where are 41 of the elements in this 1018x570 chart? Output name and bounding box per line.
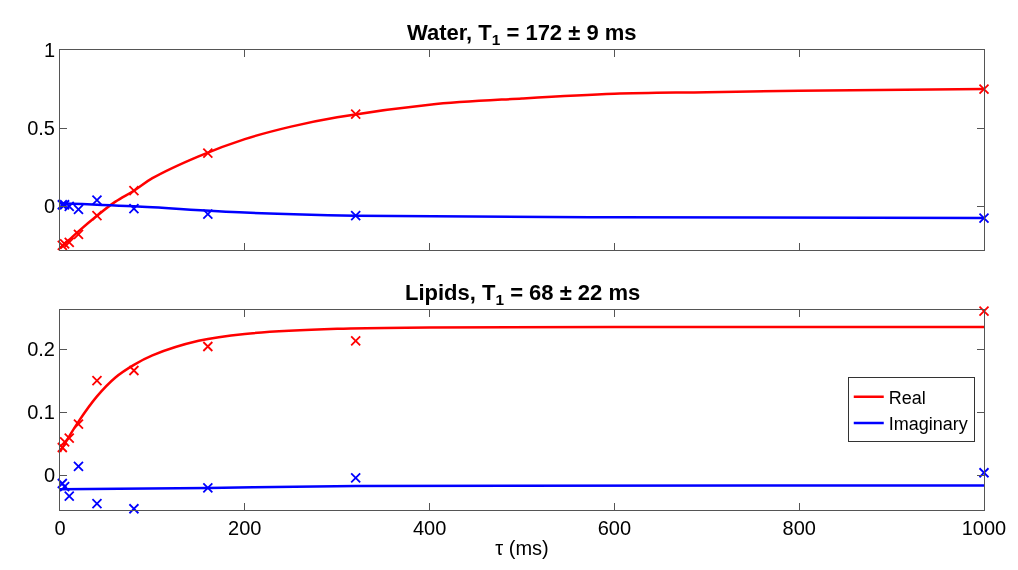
point (59, 436, 71, 448)
point (202, 341, 214, 352)
point (350, 472, 362, 484)
point (978, 212, 990, 224)
x-tick-label: 200 (228, 517, 262, 539)
point (91, 498, 103, 510)
chart-title: Lipids, T$_{1}$ = 68 ± 22 ms (405, 280, 641, 308)
point (128, 503, 140, 515)
point (91, 375, 103, 386)
point (128, 203, 140, 215)
point (202, 482, 214, 494)
point (128, 365, 140, 376)
x-tick-label: 400 (412, 517, 447, 539)
point (350, 335, 362, 347)
point (91, 210, 103, 222)
chart-title: Water, T$_{1}$ = 172 ± 9 ms (407, 20, 637, 48)
point (978, 467, 990, 479)
point (128, 185, 140, 197)
x-tick-label: 600 (597, 517, 632, 539)
x-tick-label: 800 (782, 517, 816, 539)
point (73, 418, 84, 430)
point (202, 208, 214, 220)
point (978, 83, 990, 95)
point (350, 210, 362, 222)
point (73, 229, 84, 240)
legend-label: Real (888, 387, 926, 408)
y-tick-label: 1 (43, 39, 55, 61)
point (63, 490, 75, 502)
x-axis-title: τ (ms) (495, 536, 549, 559)
y-tick-label: 0 (43, 464, 55, 487)
point (202, 147, 214, 159)
point (73, 461, 84, 472)
y-tick-label: 0.5 (27, 117, 55, 140)
y-tick-label: 0 (43, 195, 55, 218)
y-tick-label: 0.2 (27, 338, 55, 361)
point (978, 305, 990, 317)
legend-label: Imaginary (888, 414, 968, 435)
x-tick-label: 1000 (961, 517, 1007, 539)
point (350, 108, 362, 120)
point (63, 432, 75, 444)
y-tick-label: 0.1 (27, 401, 55, 424)
